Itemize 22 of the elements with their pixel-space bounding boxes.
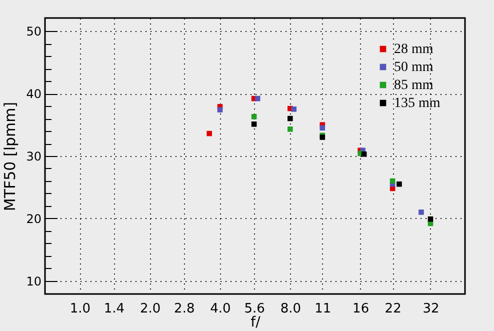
x-tick-label: 5.6 xyxy=(244,302,265,316)
x-tick-label: 2.0 xyxy=(140,302,161,316)
y-axis-title: MTF50 [lpmm] xyxy=(1,102,20,212)
x-tick-label: 1.0 xyxy=(70,302,91,316)
x-axis-title: f/ xyxy=(250,314,261,330)
y-tick-label: 30 xyxy=(26,150,42,164)
x-tick-label: 2.8 xyxy=(174,302,195,316)
y-tick-label: 40 xyxy=(26,87,42,102)
x-tick-label: 11 xyxy=(314,302,332,316)
x-tick-label: 8.0 xyxy=(280,302,302,316)
y-tick-label: 50 xyxy=(26,24,42,39)
legend-label: 50 mm xyxy=(394,60,434,75)
legend-label: 135 mm xyxy=(394,96,440,111)
y-tick-label: 20 xyxy=(26,212,42,226)
x-tick-label: 22 xyxy=(384,302,402,316)
legend-label: 85 mm xyxy=(394,78,434,93)
x-tick-label: 1.4 xyxy=(104,302,125,316)
x-tick-label: 4.0 xyxy=(210,302,231,316)
y-tick-label: 10 xyxy=(26,274,42,288)
x-tick-label: 32 xyxy=(422,302,440,316)
legend-label: 28 mm xyxy=(394,42,434,57)
x-tick-label: 16 xyxy=(352,302,370,316)
